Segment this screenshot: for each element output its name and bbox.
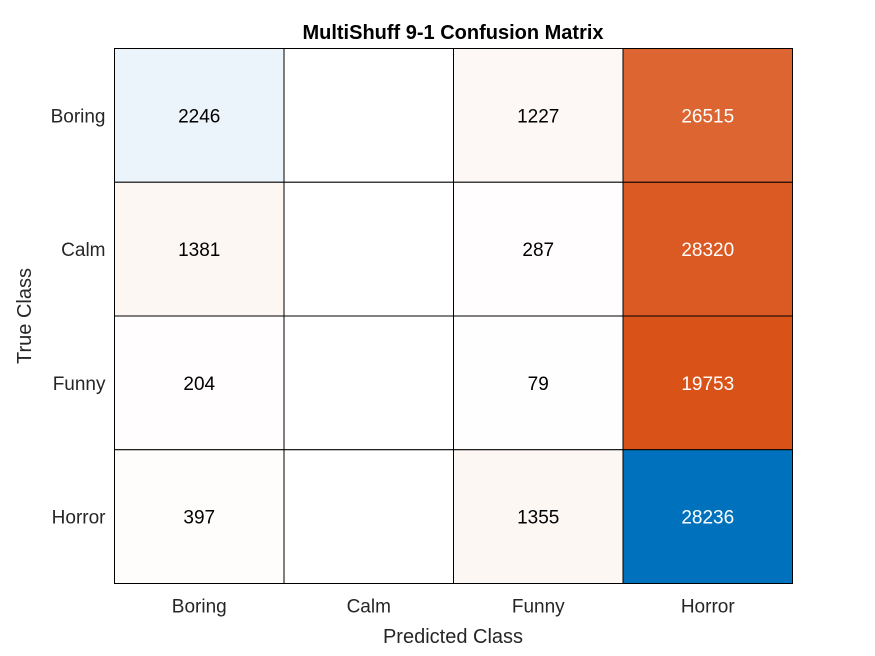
matrix-cell — [453, 181, 624, 317]
cell-value-label: 204 — [183, 374, 215, 395]
matrix-cells: 2246 1227 26515 1381 287 28320 204 79 19753 397 13… — [114, 48, 793, 584]
cell-value-label: 26515 — [681, 106, 734, 127]
cell-value-label: 287 — [522, 240, 554, 261]
y-tick-label: Horror — [52, 508, 107, 529]
x-tick-label: Calm — [347, 597, 391, 618]
cell-value-label: 1381 — [178, 240, 220, 261]
chart-title: MultiShuff 9-1 Confusion Matrix — [302, 22, 603, 44]
matrix-cell — [622, 48, 793, 183]
x-tick-label: Horror — [681, 597, 736, 618]
matrix-cell — [453, 48, 624, 183]
matrix-cell — [622, 449, 793, 584]
matrix-cell — [114, 449, 285, 584]
matrix-cell — [114, 48, 285, 183]
cell-value-label: 28320 — [681, 240, 734, 261]
cell-value-label: 2246 — [178, 106, 220, 127]
cell-value-label: 79 — [528, 374, 549, 395]
y-tick-labels: Boring Calm Funny Horror — [51, 106, 107, 528]
y-axis-label: True Class — [14, 268, 36, 364]
x-tick-label: Funny — [512, 597, 565, 618]
matrix-cell — [283, 48, 454, 183]
x-axis-label: Predicted Class — [383, 626, 523, 648]
matrix-cell — [453, 315, 624, 451]
matrix-cell — [283, 315, 454, 451]
matrix-cell — [114, 181, 285, 317]
matrix-cell — [622, 181, 793, 317]
cell-value-label: 1227 — [517, 106, 559, 127]
cell-value-label: 1355 — [517, 508, 559, 529]
cell-value-label: 28236 — [681, 508, 734, 529]
matrix-cell — [283, 449, 454, 584]
y-tick-label: Funny — [53, 374, 106, 395]
x-tick-label: Boring — [172, 597, 227, 618]
matrix-cell — [283, 181, 454, 317]
x-tick-labels: Boring Calm Funny Horror — [172, 597, 736, 618]
y-tick-label: Calm — [61, 240, 105, 261]
matrix-cell — [114, 315, 285, 451]
cell-value-label: 19753 — [681, 374, 734, 395]
cell-value-label: 397 — [183, 508, 215, 529]
y-tick-label: Boring — [51, 106, 106, 127]
